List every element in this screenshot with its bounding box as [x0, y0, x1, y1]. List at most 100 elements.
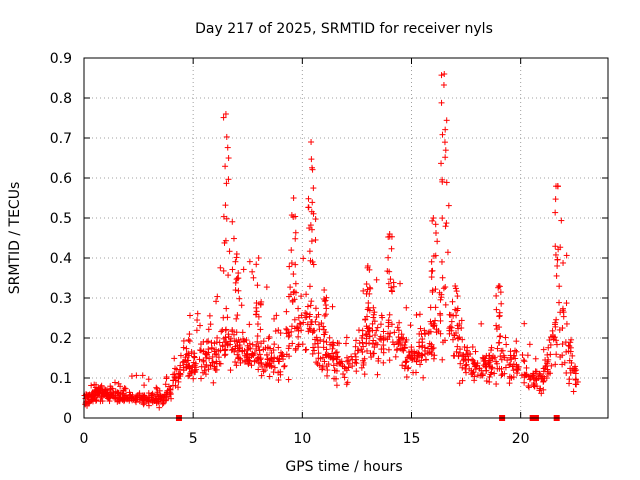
data-point: [129, 397, 136, 404]
data-point: [355, 327, 362, 334]
data-point: [358, 364, 365, 371]
data-point: [439, 274, 446, 281]
data-point: [318, 320, 325, 327]
data-point: [548, 362, 555, 369]
data-point: [234, 312, 241, 319]
data-point: [431, 352, 438, 359]
data-point: [139, 372, 146, 379]
data-point: [560, 259, 567, 266]
data-point: [295, 341, 302, 348]
data-point: [286, 263, 293, 270]
y-tick-label: 0: [63, 411, 72, 427]
data-point: [249, 268, 256, 275]
data-point: [192, 368, 199, 375]
data-point: [233, 251, 240, 257]
data-point: [329, 345, 336, 352]
data-point: [210, 379, 217, 386]
data-point: [291, 296, 298, 303]
data-point: [254, 282, 261, 289]
data-point: [450, 352, 457, 359]
data-point: [222, 202, 229, 209]
data-point: [574, 378, 581, 385]
data-point: [286, 342, 293, 349]
data-point: [483, 367, 490, 374]
data-point: [209, 359, 216, 366]
data-point: [553, 316, 560, 323]
data-point: [513, 348, 520, 355]
data-point: [457, 360, 464, 367]
data-point: [133, 372, 140, 379]
data-point: [292, 229, 299, 236]
data-point: [320, 344, 327, 351]
data-point: [292, 213, 299, 220]
data-point: [388, 284, 395, 291]
data-point: [379, 314, 386, 321]
data-point: [456, 380, 463, 387]
data-point: [309, 199, 316, 206]
data-point: [438, 294, 445, 301]
data-point: [533, 375, 540, 382]
data-point: [190, 375, 197, 382]
data-point: [248, 352, 255, 359]
data-point: [419, 342, 426, 349]
data-point: [308, 238, 315, 245]
data-point: [352, 359, 359, 366]
data-point: [494, 360, 501, 367]
data-point: [363, 290, 370, 297]
data-point: [507, 354, 514, 361]
data-point: [530, 372, 537, 379]
data-point: [287, 284, 294, 291]
data-point: [521, 379, 528, 386]
data-point: [462, 362, 469, 369]
data-point: [405, 364, 412, 371]
data-point: [273, 312, 280, 319]
data-point: [290, 195, 297, 201]
data-point: [510, 367, 517, 374]
data-point: [308, 298, 315, 305]
data-point: [145, 397, 152, 404]
data-point: [540, 346, 547, 353]
data-point: [238, 302, 245, 309]
data-point: [286, 332, 293, 339]
data-point: [308, 139, 315, 145]
data-point: [437, 312, 444, 319]
data-point: [393, 347, 400, 354]
data-point: [349, 363, 356, 370]
data-point: [323, 352, 330, 359]
data-point: [292, 280, 299, 287]
data-point: [453, 348, 460, 355]
data-point: [361, 371, 368, 378]
data-point: [526, 376, 533, 383]
data-point: [387, 276, 394, 283]
data-point: [227, 367, 234, 374]
data-point: [448, 318, 455, 325]
y-tick-label: 0.6: [50, 171, 72, 187]
data-point: [198, 375, 205, 382]
data-point: [268, 363, 275, 370]
data-point: [328, 341, 335, 348]
data-point: [308, 321, 315, 328]
data-point: [285, 333, 292, 340]
data-point: [292, 235, 299, 242]
data-point: [392, 353, 399, 360]
data-point: [256, 347, 263, 354]
data-point: [514, 370, 521, 377]
data-point: [319, 363, 326, 370]
data-point: [374, 371, 381, 378]
data-point: [183, 345, 190, 352]
data-point: [145, 376, 152, 383]
data-point: [173, 366, 180, 373]
data-point: [188, 348, 195, 355]
data-point: [413, 311, 420, 318]
data-point: [519, 351, 526, 358]
data-point: [442, 147, 449, 154]
y-tick-label: 0.8: [50, 91, 72, 107]
data-point: [203, 354, 210, 361]
data-point: [525, 373, 532, 380]
data-point: [260, 368, 267, 375]
data-point: [223, 215, 230, 222]
data-point: [419, 336, 426, 343]
data-point: [503, 341, 510, 348]
data-point: [217, 264, 224, 271]
